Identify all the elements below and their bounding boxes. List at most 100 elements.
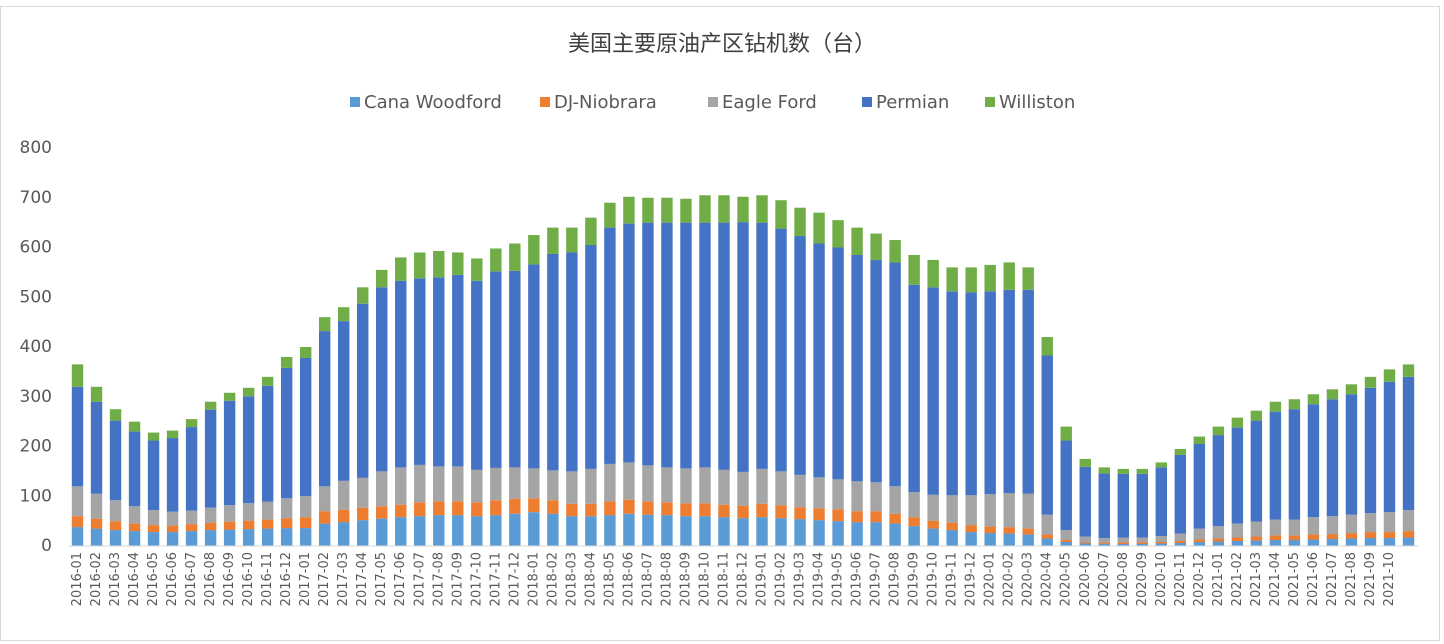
- bar-segment: [984, 533, 996, 546]
- bar-segment: [908, 284, 920, 493]
- bar-segment: [299, 496, 312, 518]
- x-tick-label: 2019-07: [869, 552, 884, 606]
- bar-segment: [299, 517, 312, 529]
- bar-segment: [338, 522, 350, 546]
- bar-segment: [1022, 267, 1034, 290]
- bar-segment: [1174, 533, 1187, 542]
- bar-segment: [965, 292, 977, 496]
- bar-segment: [718, 504, 730, 518]
- x-tick-label: 2020-07: [1097, 552, 1112, 606]
- bar-segment: [1326, 534, 1339, 540]
- bar-segment: [1326, 516, 1339, 535]
- bar-segment: [1307, 394, 1320, 405]
- x-tick-label: 2021-06: [1306, 552, 1321, 606]
- bar-segment: [1117, 542, 1129, 545]
- bar-segment: [1383, 532, 1396, 539]
- bar-segment: [870, 482, 882, 512]
- bar-segment: [1041, 514, 1053, 535]
- bar-segment: [680, 222, 692, 469]
- bar-segment: [490, 500, 502, 516]
- legend-swatch: [350, 97, 360, 107]
- x-tick-label: 2021-05: [1287, 552, 1302, 606]
- x-tick-label: 2017-01: [298, 552, 313, 606]
- bar-segment: [870, 522, 882, 546]
- x-tick-label: 2016-12: [279, 552, 294, 606]
- bar-segment: [699, 222, 711, 468]
- bar-segment: [395, 517, 407, 546]
- y-tick-label: 500: [20, 287, 52, 307]
- bar-segment: [1136, 542, 1148, 545]
- bar-segment: [185, 510, 198, 525]
- bar-segment: [71, 486, 84, 517]
- bar-segment: [242, 396, 255, 504]
- bar-segment: [318, 331, 331, 487]
- bar-segment: [509, 498, 521, 514]
- bar-segment: [471, 469, 483, 503]
- bar-segment: [528, 468, 540, 499]
- bar-segment: [661, 197, 673, 223]
- bar-segment: [395, 504, 407, 518]
- bar-segment: [90, 528, 103, 546]
- y-tick-label: 300: [20, 387, 52, 407]
- bar-segment: [1288, 399, 1301, 410]
- bar-segment: [109, 530, 122, 546]
- bar-segment: [318, 486, 331, 512]
- x-tick-label: 2016-10: [241, 552, 256, 606]
- x-tick-label: 2019-02: [774, 552, 789, 606]
- bar-segment: [1307, 404, 1320, 518]
- bar-segment: [280, 518, 293, 529]
- bar-segment: [642, 197, 654, 223]
- bar-segment: [128, 506, 141, 524]
- bar-segment: [1155, 462, 1168, 468]
- bar-segment: [414, 252, 426, 279]
- bar-segment: [471, 258, 483, 281]
- bar-segment: [623, 196, 635, 224]
- bar-segment: [261, 501, 274, 520]
- bar-segment: [1003, 493, 1015, 528]
- x-tick-label: 2016-03: [108, 552, 123, 606]
- x-tick-label: 2020-04: [1040, 552, 1055, 606]
- bar-segment: [1250, 540, 1263, 546]
- bar-segment: [1269, 540, 1282, 546]
- bar-segment: [414, 502, 426, 517]
- bar-segment: [1288, 519, 1301, 536]
- x-tick-label: 2018-02: [545, 552, 560, 606]
- legend-swatch: [708, 97, 718, 107]
- bar-segment: [280, 498, 293, 519]
- bar-segment: [585, 217, 597, 246]
- bar-segment: [1383, 538, 1396, 546]
- bar-segment: [1212, 435, 1225, 527]
- bar-segment: [204, 401, 217, 410]
- bar-segment: [1136, 473, 1148, 538]
- bar-segment: [242, 503, 255, 521]
- bar-segment: [1364, 387, 1377, 514]
- bar-segment: [376, 506, 388, 519]
- bar-segment: [280, 356, 293, 368]
- bar-segment: [737, 505, 749, 519]
- bar-segment: [452, 252, 464, 275]
- x-tick-label: 2016-08: [203, 552, 218, 606]
- bar-segment: [604, 202, 616, 228]
- bar-segment: [109, 500, 122, 522]
- bar-segment: [1345, 394, 1358, 515]
- x-tick-label: 2021-03: [1249, 552, 1264, 606]
- bar-segment: [1193, 542, 1206, 546]
- bar-segment: [1364, 513, 1377, 533]
- x-tick-label: 2021-07: [1325, 552, 1340, 606]
- bar-segment: [756, 503, 768, 518]
- bar-segment: [851, 511, 863, 523]
- bar-segment: [242, 520, 255, 530]
- bar-segment: [1212, 538, 1225, 542]
- bar-segment: [299, 357, 312, 497]
- x-tick-label: 2021-09: [1363, 552, 1378, 606]
- bar-segment: [1364, 532, 1377, 539]
- y-tick-label: 800: [20, 138, 52, 158]
- bar-segment: [1288, 409, 1301, 520]
- bar-segment: [680, 503, 692, 517]
- bar-segment: [1117, 537, 1129, 543]
- bar-segment: [185, 427, 198, 511]
- bar-segment: [1193, 444, 1206, 529]
- bar-segment: [832, 509, 844, 522]
- bar-segment: [756, 195, 768, 223]
- bar-segment: [1193, 528, 1206, 540]
